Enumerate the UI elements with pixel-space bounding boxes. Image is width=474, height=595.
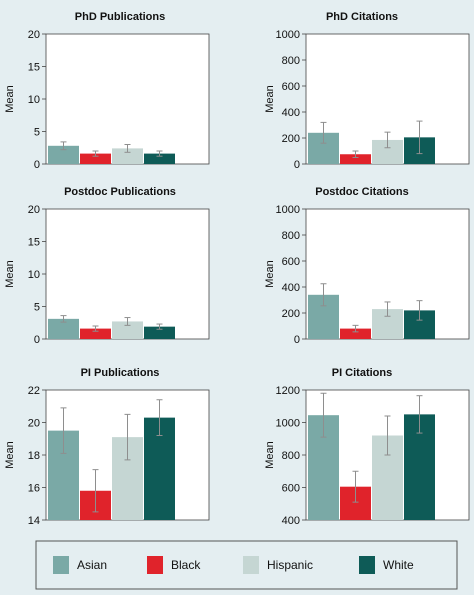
chart-2-ytick-label: 1000 bbox=[276, 29, 300, 41]
legend-swatch-white bbox=[359, 556, 375, 574]
chart-5-ytick-label: 22 bbox=[28, 385, 40, 397]
chart-5-ytick-label: 14 bbox=[28, 515, 40, 527]
chart-2-ylabel: Mean bbox=[264, 85, 276, 113]
chart-5-title: PI Publications bbox=[81, 367, 160, 379]
chart-6-ylabel: Mean bbox=[264, 441, 276, 469]
legend-swatch-black bbox=[147, 556, 163, 574]
chart-2-ytick-label: 200 bbox=[282, 133, 300, 145]
chart-4-ytick-label: 400 bbox=[282, 282, 300, 294]
chart-3-ytick-label: 10 bbox=[28, 269, 40, 281]
chart-6-ytick-label: 400 bbox=[282, 515, 300, 527]
chart-4-ytick-label: 0 bbox=[294, 334, 300, 346]
chart-5-ytick-label: 18 bbox=[28, 450, 40, 462]
chart-4-ytick-label: 600 bbox=[282, 256, 300, 268]
legend-label-black: Black bbox=[171, 558, 201, 572]
chart-5-ytick-label: 20 bbox=[28, 418, 40, 430]
chart-3-ytick-label: 15 bbox=[28, 237, 40, 249]
chart-2-ytick-label: 0 bbox=[294, 159, 300, 171]
chart-4-ytick-label: 1000 bbox=[276, 204, 300, 216]
chart-1-ytick-label: 5 bbox=[34, 127, 40, 139]
chart-3-ytick-label: 5 bbox=[34, 302, 40, 314]
chart-1-ytick-label: 0 bbox=[34, 159, 40, 171]
chart-1-plot-area bbox=[45, 33, 210, 165]
legend-label-white: White bbox=[383, 558, 414, 572]
chart-2-title: PhD Citations bbox=[326, 11, 398, 23]
chart-4-ylabel: Mean bbox=[264, 260, 276, 288]
chart-3-bar-asian bbox=[48, 318, 79, 339]
chart-1-bar-hispanic bbox=[112, 148, 143, 164]
chart-3-bar-hispanic bbox=[112, 321, 143, 339]
chart-3-title: Postdoc Publications bbox=[64, 186, 176, 198]
legend-swatch-hispanic bbox=[243, 556, 259, 574]
chart-2-ytick-label: 600 bbox=[282, 81, 300, 93]
chart-1-bar-white bbox=[144, 153, 175, 164]
legend-label-asian: Asian bbox=[77, 558, 107, 572]
chart-3-bar-white bbox=[144, 326, 175, 339]
chart-5-ytick-label: 16 bbox=[28, 483, 40, 495]
chart-3-ylabel: Mean bbox=[4, 260, 16, 288]
legend-swatch-asian bbox=[53, 556, 69, 574]
chart-6-ytick-label: 800 bbox=[282, 450, 300, 462]
chart-4-ytick-label: 200 bbox=[282, 308, 300, 320]
chart-6-ytick-label: 1200 bbox=[276, 385, 300, 397]
chart-4-title: Postdoc Citations bbox=[315, 186, 409, 198]
chart-4-bar-black bbox=[340, 328, 371, 339]
chart-5-ylabel: Mean bbox=[4, 441, 16, 469]
chart-1-ylabel: Mean bbox=[4, 85, 16, 113]
chart-6-ytick-label: 1000 bbox=[276, 418, 300, 430]
chart-3-ytick-label: 0 bbox=[34, 334, 40, 346]
chart-3-ytick-label: 20 bbox=[28, 204, 40, 216]
chart-2-ytick-label: 400 bbox=[282, 107, 300, 119]
chart-1-ytick-label: 20 bbox=[28, 29, 40, 41]
chart-2-bar-black bbox=[340, 154, 371, 164]
chart-1-bar-black bbox=[80, 153, 111, 164]
chart-6-title: PI Citations bbox=[332, 367, 393, 379]
chart-1-bar-asian bbox=[48, 145, 79, 164]
chart-2-ytick-label: 800 bbox=[282, 55, 300, 67]
chart-6-ytick-label: 600 bbox=[282, 483, 300, 495]
chart-1-ytick-label: 10 bbox=[28, 94, 40, 106]
chart-1-title: PhD Publications bbox=[75, 11, 165, 23]
chart-4-ytick-label: 800 bbox=[282, 230, 300, 242]
legend-label-hispanic: Hispanic bbox=[267, 558, 313, 572]
chart-3-bar-black bbox=[80, 328, 111, 339]
chart-1-ytick-label: 15 bbox=[28, 62, 40, 74]
